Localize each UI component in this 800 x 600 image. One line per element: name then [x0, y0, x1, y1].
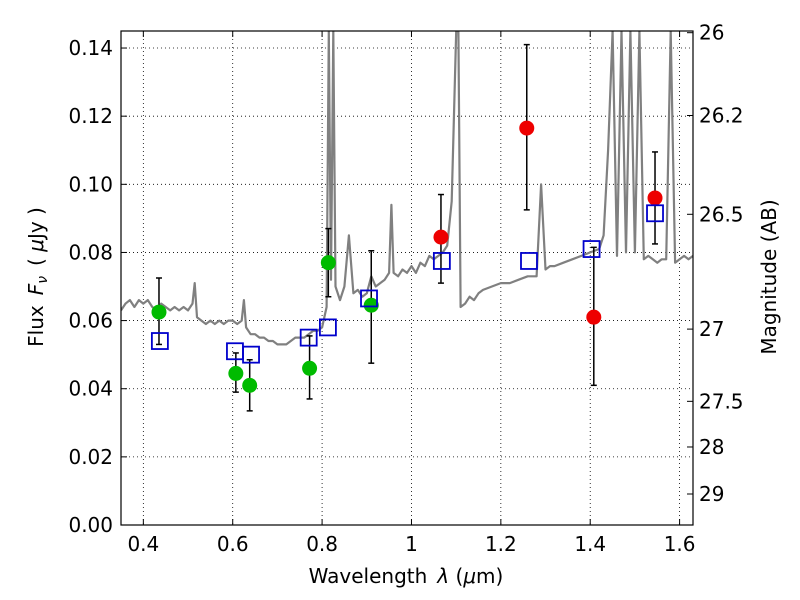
- blue-square-point: [582, 240, 601, 258]
- x-axis-label: Wavelength: [309, 564, 428, 588]
- blue-square-point: [319, 318, 337, 337]
- blue-square-point: [520, 252, 538, 270]
- y-axis-label: Flux: [24, 305, 48, 347]
- y-axis-unit-mu: μ: [24, 239, 48, 253]
- red-point: [433, 229, 449, 245]
- data-layer: [121, 31, 693, 412]
- ticks: [121, 31, 693, 526]
- x-tick-label: 1.4: [574, 532, 606, 556]
- green-point: [242, 377, 258, 393]
- green-point: [151, 304, 167, 320]
- y2-tick-label: 28: [699, 435, 724, 459]
- y-tick-label: 0.10: [68, 172, 113, 196]
- x-tick-label: 1.2: [485, 532, 517, 556]
- y-tick-label: 0.08: [68, 240, 113, 264]
- x-tick-label: 0.4: [127, 532, 159, 556]
- y2-tick-label: 29: [699, 482, 724, 506]
- y2-axis-title: Magnitude (AB): [757, 199, 781, 354]
- y-tick-label: 0.06: [68, 309, 113, 333]
- blue-square-point: [150, 332, 169, 350]
- y-axis-subscript: ν: [35, 276, 51, 284]
- blue-square-point: [432, 252, 451, 270]
- y-axis-unit-open: (: [24, 252, 48, 266]
- x-axis-unit-close: m): [476, 564, 503, 588]
- y2-tick-label: 26.5: [699, 202, 744, 226]
- blue-square-point: [299, 328, 318, 347]
- tick-labels: 0.4 0.6 0.8 1 1.2 1.4 1.6 0.00 0.02 0.04 0.06 0.08 0…: [68, 21, 743, 556]
- y2-tick-label: 27: [699, 317, 724, 341]
- x-axis-title: Wavelength λ (μm): [309, 564, 504, 588]
- y-axis-unit-close: Jy ): [24, 207, 48, 241]
- y-axis-symbol: F: [24, 283, 48, 295]
- x-tick-label: 1.6: [664, 532, 696, 556]
- plot-frame: [120, 30, 694, 526]
- blue-square-point: [242, 345, 260, 364]
- x-axis-symbol: λ: [436, 564, 449, 588]
- x-axis-unit-mu: μ: [462, 564, 476, 588]
- y2-tick-label: 26: [699, 21, 724, 45]
- x-tick-label: 1: [405, 532, 418, 556]
- red-point: [519, 120, 535, 136]
- spectrum-line: [121, 31, 693, 346]
- y-tick-label: 0.00: [68, 513, 113, 537]
- y2-tick-label: 27.5: [699, 389, 744, 413]
- x-tick-label: 0.8: [306, 532, 338, 556]
- y-tick-label: 0.04: [68, 377, 113, 401]
- green-point: [363, 297, 379, 313]
- red-point: [647, 190, 663, 206]
- red-point: [586, 309, 602, 325]
- y-tick-label: 0.02: [68, 445, 113, 469]
- plot-background: [121, 31, 693, 525]
- green-point: [228, 365, 244, 381]
- blue-square-point: [646, 204, 664, 223]
- x-tick-label: 0.6: [217, 532, 249, 556]
- blue-square-point: [360, 289, 378, 308]
- green-point: [320, 255, 336, 271]
- green-point: [302, 360, 318, 376]
- y-tick-label: 0.12: [68, 104, 113, 128]
- y-axis-title: Flux Fν ( μJy ): [24, 207, 51, 347]
- y2-tick-label: 26.2: [699, 103, 744, 127]
- y-tick-label: 0.14: [68, 36, 113, 60]
- x-axis-unit-open: (: [449, 564, 463, 588]
